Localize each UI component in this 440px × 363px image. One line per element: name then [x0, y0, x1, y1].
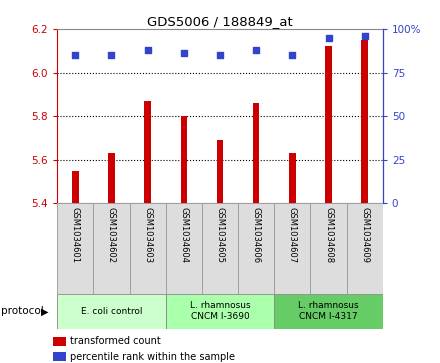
Bar: [202, 203, 238, 294]
Bar: [93, 203, 129, 294]
Text: ▶: ▶: [41, 306, 49, 316]
Bar: [347, 203, 383, 294]
Text: GSM1034604: GSM1034604: [180, 207, 188, 263]
Text: L. rhamnosus
CNCM I-4317: L. rhamnosus CNCM I-4317: [298, 301, 359, 321]
Point: [361, 33, 368, 39]
Text: protocol: protocol: [1, 306, 44, 316]
Point: [289, 52, 296, 58]
Text: E. coli control: E. coli control: [81, 307, 142, 316]
Text: GSM1034608: GSM1034608: [324, 207, 333, 263]
Text: transformed count: transformed count: [70, 336, 161, 346]
Bar: [57, 203, 93, 294]
Bar: [180, 116, 187, 203]
Text: GSM1034607: GSM1034607: [288, 207, 297, 263]
Bar: [289, 153, 296, 203]
Point: [108, 52, 115, 58]
Bar: [253, 103, 260, 203]
Bar: [311, 203, 347, 294]
Text: GSM1034601: GSM1034601: [71, 207, 80, 263]
Text: L. rhamnosus
CNCM I-3690: L. rhamnosus CNCM I-3690: [190, 301, 250, 321]
Bar: [274, 203, 311, 294]
Point: [180, 50, 187, 56]
Bar: [129, 203, 166, 294]
Bar: [72, 171, 79, 203]
Bar: [166, 294, 274, 329]
Point: [72, 52, 79, 58]
Point: [216, 52, 224, 58]
Point: [253, 47, 260, 53]
Text: GSM1034603: GSM1034603: [143, 207, 152, 263]
Bar: [325, 46, 332, 203]
Text: GSM1034606: GSM1034606: [252, 207, 260, 263]
Bar: [166, 203, 202, 294]
Bar: [144, 101, 151, 203]
Bar: [108, 153, 115, 203]
Bar: [238, 203, 274, 294]
Text: percentile rank within the sample: percentile rank within the sample: [70, 352, 235, 362]
Point: [325, 35, 332, 41]
Text: GSM1034602: GSM1034602: [107, 207, 116, 263]
Point: [144, 47, 151, 53]
Bar: [217, 140, 223, 203]
Bar: [57, 294, 166, 329]
Text: GSM1034605: GSM1034605: [216, 207, 224, 263]
Text: GSM1034609: GSM1034609: [360, 207, 369, 263]
Bar: [361, 40, 368, 203]
Bar: [274, 294, 383, 329]
Title: GDS5006 / 188849_at: GDS5006 / 188849_at: [147, 15, 293, 28]
